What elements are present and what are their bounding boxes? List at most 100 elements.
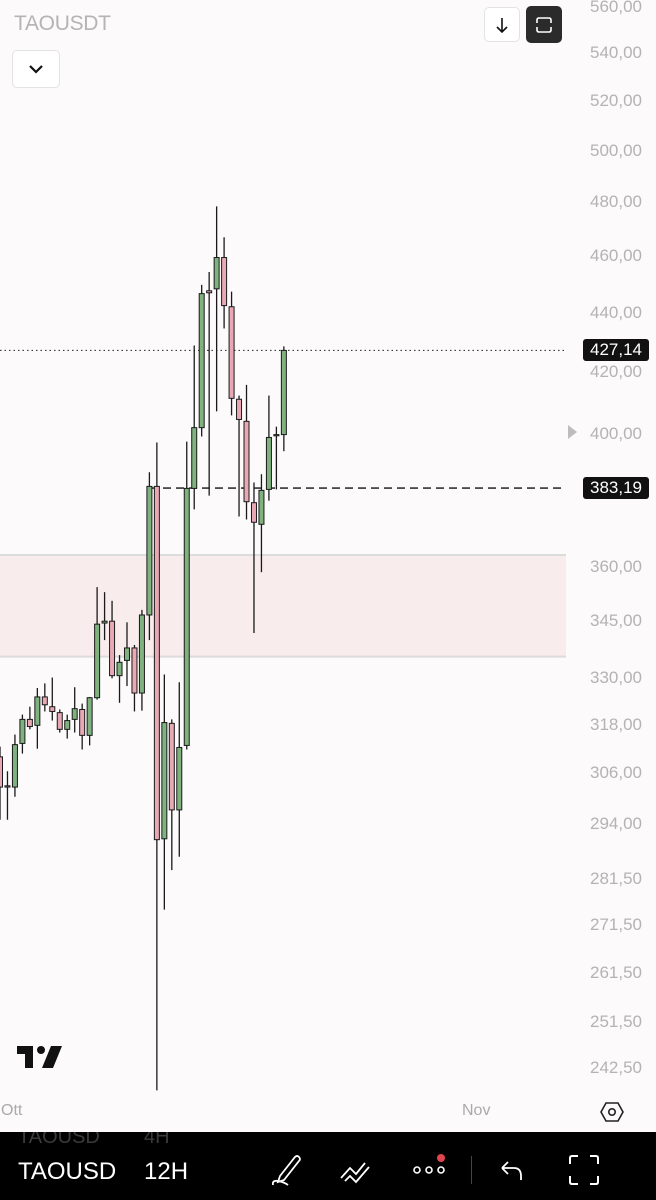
interval-selector[interactable]: 12H bbox=[144, 1158, 189, 1185]
candle bbox=[243, 384, 250, 520]
undo-icon[interactable] bbox=[498, 1158, 526, 1182]
candle-body bbox=[280, 349, 287, 436]
candlestick-chart[interactable] bbox=[0, 0, 656, 1132]
candle-body bbox=[41, 696, 48, 706]
chevron-down-icon bbox=[29, 65, 43, 74]
candle-body bbox=[273, 434, 280, 437]
candle bbox=[86, 696, 93, 746]
scroll-to-latest-button[interactable] bbox=[484, 7, 520, 42]
price-axis-label: 480,00 bbox=[590, 192, 642, 212]
candle-body bbox=[109, 620, 116, 677]
candle bbox=[26, 706, 33, 730]
candle-body bbox=[176, 746, 183, 811]
candle-body bbox=[11, 744, 18, 788]
notification-dot bbox=[437, 1154, 445, 1162]
price-axis-label: 261,50 bbox=[590, 962, 642, 982]
candle bbox=[198, 284, 205, 437]
candle-body bbox=[198, 293, 205, 429]
candle bbox=[183, 441, 190, 750]
candle-body bbox=[206, 290, 213, 294]
candle bbox=[206, 271, 213, 496]
candle bbox=[116, 655, 123, 703]
candle bbox=[221, 237, 228, 329]
fullscreen-icon[interactable] bbox=[566, 1152, 602, 1188]
price-axis-label: 318,00 bbox=[590, 714, 642, 734]
bottom-toolbar: TAOUSD 4H TAOUSD 12H bbox=[0, 1132, 656, 1200]
candle bbox=[41, 683, 48, 712]
prev-symbol[interactable]: TAOUSD bbox=[18, 1132, 100, 1148]
candle-body bbox=[64, 720, 71, 730]
symbol-selector[interactable]: TAOUSD bbox=[18, 1158, 117, 1185]
toolbar-divider bbox=[471, 1156, 472, 1184]
horizontal-line-price-tag: 383,19 bbox=[583, 477, 649, 500]
zone-fill bbox=[0, 554, 566, 657]
price-axis-label: 345,00 bbox=[590, 611, 642, 631]
candle-body bbox=[86, 697, 93, 736]
time-label-ott: Ott bbox=[1, 1102, 23, 1119]
tradingview-logo bbox=[17, 1046, 62, 1068]
price-axis-label: 294,00 bbox=[590, 814, 642, 834]
candle-body bbox=[168, 722, 175, 811]
candle bbox=[273, 426, 280, 490]
candle bbox=[79, 703, 86, 750]
candle bbox=[71, 687, 78, 733]
last-price-tag: 427,14 bbox=[583, 339, 649, 362]
candle bbox=[19, 714, 26, 754]
more-icon[interactable] bbox=[410, 1150, 450, 1180]
candle bbox=[191, 345, 198, 510]
price-zone[interactable] bbox=[0, 553, 566, 658]
candle-body bbox=[250, 502, 257, 523]
price-marker-icon bbox=[568, 425, 577, 439]
candle-body bbox=[94, 623, 101, 699]
collapse-button[interactable] bbox=[12, 50, 60, 88]
prev-interval[interactable]: 4H bbox=[144, 1132, 170, 1148]
pencil-icon[interactable] bbox=[270, 1152, 304, 1188]
candle-body bbox=[228, 306, 235, 399]
price-axis-label: 420,00 bbox=[590, 361, 642, 381]
candle bbox=[123, 622, 130, 687]
candle-body bbox=[131, 647, 138, 694]
candle-body bbox=[221, 257, 228, 307]
chart-settings-icon[interactable] bbox=[600, 1100, 624, 1124]
candle-body bbox=[243, 420, 250, 503]
candle bbox=[101, 592, 108, 641]
candle bbox=[213, 206, 220, 412]
price-axis-label: 281,50 bbox=[590, 869, 642, 889]
candle bbox=[94, 587, 101, 700]
price-axis-label: 460,00 bbox=[590, 246, 642, 266]
candle-body bbox=[183, 487, 190, 746]
candle bbox=[280, 346, 287, 452]
candle bbox=[131, 644, 138, 712]
layout-button[interactable] bbox=[526, 6, 562, 43]
candles bbox=[0, 206, 287, 1091]
candle bbox=[161, 674, 168, 910]
frame-icon bbox=[536, 16, 552, 33]
candle-body bbox=[258, 489, 265, 525]
price-axis-label: 330,00 bbox=[590, 667, 642, 687]
drawing-tools-icon[interactable] bbox=[338, 1156, 374, 1184]
candle-body bbox=[236, 398, 243, 420]
time-label-nov: Nov bbox=[462, 1102, 491, 1119]
price-axis-label: 500,00 bbox=[590, 140, 642, 160]
candle bbox=[153, 442, 160, 1091]
candle-body bbox=[146, 485, 153, 616]
arrow-down-icon bbox=[496, 17, 508, 33]
candle bbox=[4, 771, 11, 820]
candle-body bbox=[138, 614, 145, 694]
candle-body bbox=[4, 785, 11, 788]
price-axis-label: 400,00 bbox=[590, 423, 642, 443]
price-axis-label: 242,50 bbox=[590, 1058, 642, 1078]
price-axis-label: 306,00 bbox=[590, 763, 642, 783]
candle bbox=[11, 734, 18, 797]
candle bbox=[236, 395, 243, 517]
candle-body bbox=[0, 756, 3, 788]
candle bbox=[265, 395, 272, 501]
candle bbox=[109, 600, 116, 679]
candle-body bbox=[79, 708, 86, 736]
candle-body bbox=[116, 661, 123, 677]
symbol-title: TAOUSDT bbox=[14, 12, 111, 35]
candle bbox=[34, 687, 41, 749]
candle bbox=[168, 719, 175, 871]
candle-body bbox=[101, 620, 108, 624]
candle bbox=[228, 291, 235, 416]
